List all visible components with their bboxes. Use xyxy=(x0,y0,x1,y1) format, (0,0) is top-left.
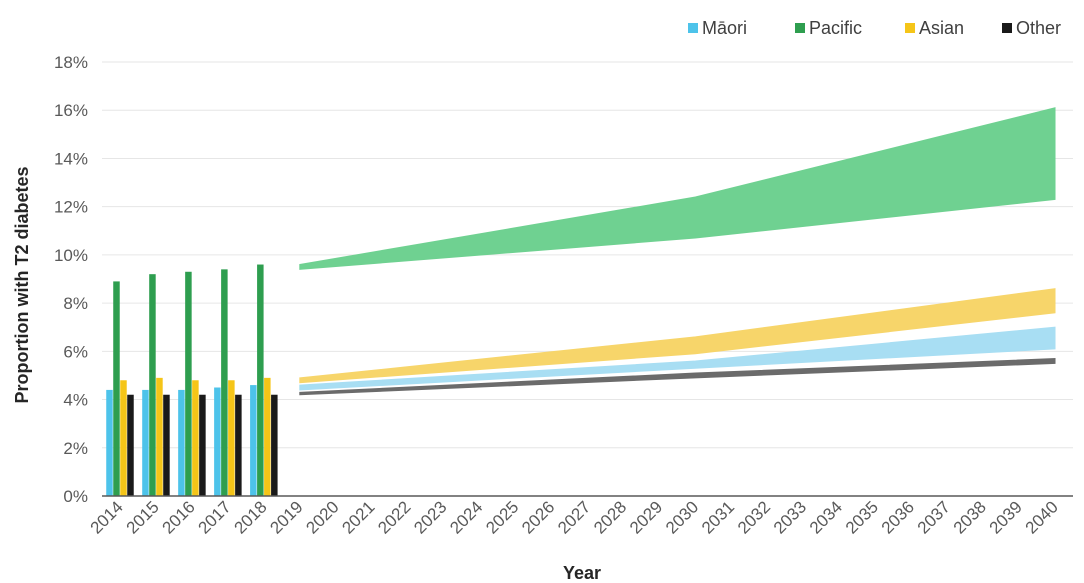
x-tick-label: 2021 xyxy=(338,497,378,537)
y-tick-label: 16% xyxy=(54,101,88,120)
x-tick-label: 2032 xyxy=(734,497,774,537)
bar-other-2018 xyxy=(271,394,278,496)
x-tick-label: 2025 xyxy=(482,497,522,537)
x-tick-label: 2016 xyxy=(159,497,199,537)
legend-swatch xyxy=(1002,23,1012,33)
bar-mori-2016 xyxy=(178,389,185,496)
legend-swatch xyxy=(688,23,698,33)
x-tick-label: 2033 xyxy=(770,497,810,537)
legend-label: Pacific xyxy=(809,18,862,38)
bar-asian-2017 xyxy=(228,380,235,496)
y-tick-label: 2% xyxy=(63,439,88,458)
x-tick-label: 2036 xyxy=(878,497,918,537)
x-tick-labels: 2014201520162017201820192020202120222023… xyxy=(87,497,1062,537)
x-tick-label: 2038 xyxy=(950,497,990,537)
x-tick-label: 2027 xyxy=(554,497,594,537)
x-tick-label: 2030 xyxy=(662,497,702,537)
x-tick-label: 2019 xyxy=(266,497,306,537)
projection-band-pacific xyxy=(299,107,1056,270)
bar-mori-2015 xyxy=(142,389,149,496)
bar-pacific-2014 xyxy=(113,281,120,496)
bars xyxy=(106,264,278,496)
y-tick-label: 4% xyxy=(63,391,88,410)
bar-other-2017 xyxy=(235,394,242,496)
bar-asian-2018 xyxy=(264,377,271,496)
x-tick-label: 2034 xyxy=(806,497,846,537)
x-axis-title: Year xyxy=(563,563,601,583)
projection-bands xyxy=(299,107,1056,396)
bar-pacific-2017 xyxy=(221,269,228,496)
y-tick-label: 18% xyxy=(54,53,88,72)
x-tick-label: 2039 xyxy=(986,497,1026,537)
y-axis-title: Proportion with T2 diabetes xyxy=(12,166,32,403)
y-tick-label: 14% xyxy=(54,149,88,168)
y-tick-label: 6% xyxy=(63,342,88,361)
bar-other-2014 xyxy=(127,394,134,496)
x-tick-label: 2026 xyxy=(518,497,558,537)
x-tick-label: 2029 xyxy=(626,497,666,537)
legend-label: Māori xyxy=(702,18,747,38)
legend-swatch xyxy=(795,23,805,33)
x-tick-label: 2031 xyxy=(698,497,738,537)
x-tick-label: 2040 xyxy=(1022,497,1062,537)
x-tick-label: 2020 xyxy=(302,497,342,537)
x-tick-label: 2023 xyxy=(410,497,450,537)
x-tick-label: 2022 xyxy=(374,497,414,537)
legend-swatch xyxy=(905,23,915,33)
bar-pacific-2016 xyxy=(185,271,192,496)
legend: Māori Pacific Asian Other xyxy=(688,18,1061,38)
y-tick-label: 12% xyxy=(54,198,88,217)
y-tick-label: 0% xyxy=(63,487,88,506)
x-tick-label: 2024 xyxy=(446,497,486,537)
bar-mori-2014 xyxy=(106,389,113,496)
legend-label: Asian xyxy=(919,18,964,38)
projection-band-asian xyxy=(299,288,1056,384)
projection-band-other xyxy=(299,358,1056,396)
y-tick-label: 8% xyxy=(63,294,88,313)
x-tick-label: 2015 xyxy=(123,497,163,537)
bar-pacific-2015 xyxy=(149,274,156,496)
bar-asian-2014 xyxy=(120,380,127,496)
bar-asian-2016 xyxy=(192,380,199,496)
projection-band-mori xyxy=(299,326,1056,391)
x-tick-label: 2035 xyxy=(842,497,882,537)
legend-label: Other xyxy=(1016,18,1061,38)
x-tick-label: 2017 xyxy=(195,497,235,537)
bar-asian-2015 xyxy=(156,377,163,496)
bar-other-2015 xyxy=(163,394,170,496)
bar-mori-2018 xyxy=(250,385,257,496)
y-tick-labels: 0% 2% 4% 6% 8% 10% 12% 14% 16% 18% xyxy=(54,53,88,506)
x-tick-label: 2028 xyxy=(590,497,630,537)
x-tick-label: 2018 xyxy=(230,497,270,537)
y-tick-label: 10% xyxy=(54,246,88,265)
bar-mori-2017 xyxy=(214,387,221,496)
bar-pacific-2018 xyxy=(257,264,264,496)
gridlines xyxy=(102,61,1073,449)
bar-other-2016 xyxy=(199,394,206,496)
x-tick-label: 2014 xyxy=(87,497,127,537)
x-tick-label: 2037 xyxy=(914,497,954,537)
